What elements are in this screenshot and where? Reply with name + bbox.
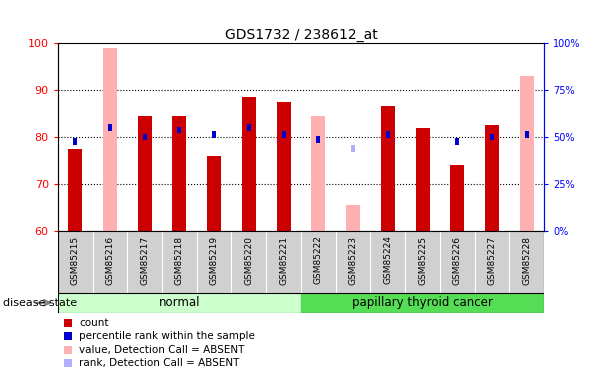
Bar [162,231,197,292]
Text: GSM85220: GSM85220 [244,236,254,285]
Bar [510,231,544,292]
Bar [316,136,320,142]
Bar [73,138,77,145]
Text: GSM85216: GSM85216 [105,236,114,285]
Bar [336,231,370,292]
Bar [485,125,499,231]
Bar [137,116,151,231]
Bar [212,131,216,138]
Bar [351,146,355,152]
Bar [242,97,256,231]
Bar [108,124,112,131]
Text: GSM85224: GSM85224 [383,236,392,285]
Bar [370,231,405,292]
Bar [311,116,325,231]
Bar [490,134,494,140]
Bar [58,231,92,292]
Bar [68,148,82,231]
Bar [525,131,529,138]
Bar [92,231,127,292]
Text: GSM85228: GSM85228 [522,236,531,285]
Bar [173,116,186,231]
Bar [58,292,301,313]
Text: value, Detection Call = ABSENT: value, Detection Call = ABSENT [79,345,244,355]
Text: GSM85222: GSM85222 [314,236,323,285]
Bar [381,106,395,231]
Title: GDS1732 / 238612_at: GDS1732 / 238612_at [224,28,378,42]
Text: GSM85221: GSM85221 [279,236,288,285]
Bar [520,76,534,231]
Text: rank, Detection Call = ABSENT: rank, Detection Call = ABSENT [79,358,240,368]
Bar [232,231,266,292]
Text: count: count [79,318,109,328]
Text: GSM85226: GSM85226 [453,236,462,285]
Bar [416,128,429,231]
Bar [277,102,291,231]
Text: GSM85225: GSM85225 [418,236,427,285]
Text: GSM85219: GSM85219 [210,236,219,285]
Text: GSM85218: GSM85218 [175,236,184,285]
Text: normal: normal [159,296,200,309]
Bar [455,138,460,145]
Text: percentile rank within the sample: percentile rank within the sample [79,331,255,341]
Bar [405,231,440,292]
Bar [142,134,147,140]
Bar [207,156,221,231]
Bar [440,231,475,292]
Bar [301,231,336,292]
Text: disease state: disease state [3,298,77,308]
Bar [127,231,162,292]
Bar [475,231,510,292]
Bar [103,48,117,231]
Bar [346,205,360,231]
Bar [385,131,390,138]
Bar [301,292,544,313]
Bar [247,124,251,131]
Text: GSM85217: GSM85217 [140,236,149,285]
Bar [178,127,181,133]
Text: GSM85215: GSM85215 [71,236,80,285]
Bar [282,131,286,138]
Bar [197,231,232,292]
Bar [451,165,465,231]
Text: GSM85227: GSM85227 [488,236,497,285]
Text: papillary thyroid cancer: papillary thyroid cancer [352,296,493,309]
Bar [266,231,301,292]
Text: GSM85223: GSM85223 [348,236,358,285]
